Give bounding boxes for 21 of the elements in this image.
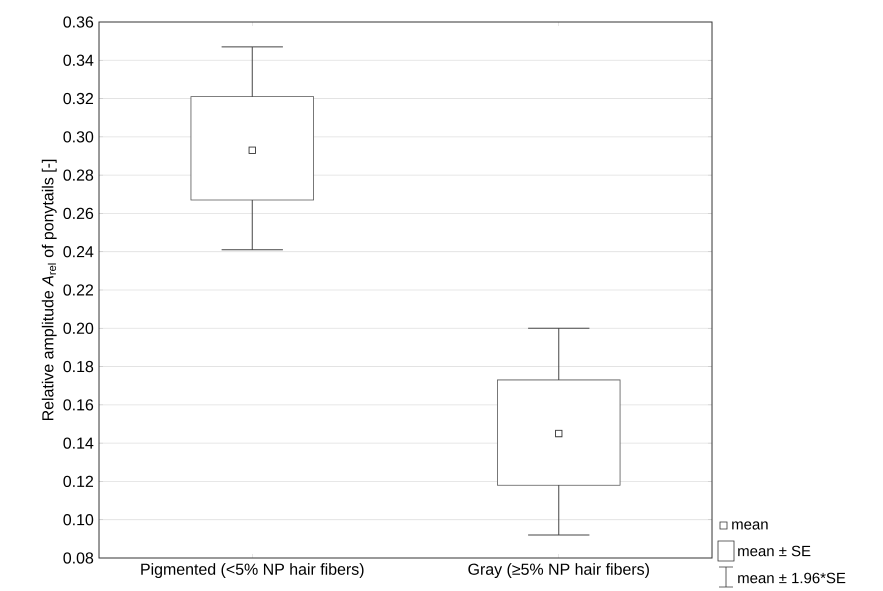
- y-tick-label: 0.34: [63, 54, 94, 66]
- y-axis-title: Relative amplitude A$_{rel}$ of ponytails [-]: [42, 160, 57, 420]
- x-tick-label: Gray (≥5% NP hair fibers): [468, 563, 649, 578]
- y-tick-label: 0.22: [63, 284, 94, 296]
- x-tick-label: Pigmented (<5% NP hair fibers): [141, 563, 364, 578]
- y-tick-label: 0.20: [63, 322, 94, 334]
- y-tick-label: 0.18: [63, 360, 94, 372]
- y-tick-label: 0.36: [63, 16, 94, 28]
- text: mean ± SE: [738, 546, 810, 556]
- y-tick-label: 0.08: [63, 552, 94, 564]
- y-tick-label: 0.24: [63, 246, 94, 258]
- y-tick-label: 0.32: [63, 92, 94, 104]
- y-tick-label: 0.30: [63, 131, 94, 142]
- text: mean ± 1.96*SE: [738, 572, 846, 584]
- y-tick-label: 0.26: [63, 208, 94, 220]
- y-tick-label: 0.16: [63, 399, 94, 410]
- y-tick-label: 0.12: [63, 476, 94, 488]
- y-tick-label: 0.14: [63, 437, 94, 449]
- text: mean: [732, 521, 768, 530]
- y-tick-label: 0.28: [63, 169, 94, 181]
- y-tick-label: 0.10: [63, 514, 94, 526]
